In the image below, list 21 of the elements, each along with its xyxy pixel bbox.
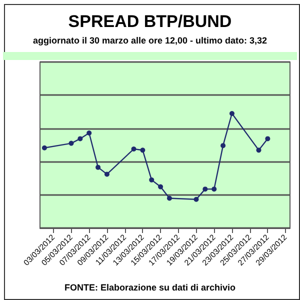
point [202,186,208,192]
point [229,111,234,116]
point [158,184,164,190]
point [96,164,101,170]
point [166,196,172,201]
point [104,172,110,177]
chart-title: SPREAD BTP/BUND [68,12,232,31]
chart-subtitle: aggiornato il 30 marzo alle ore 12,00 - ultimo dato: 3,32 [32,36,268,46]
point [140,148,146,153]
point [86,130,92,136]
point [265,136,270,142]
point [220,143,226,148]
point [78,136,83,142]
point [68,140,74,146]
point [131,146,136,152]
point [212,186,217,192]
point [149,177,154,182]
point [42,145,47,150]
source-note: FONTE: Elaborazione su dati di archivio [64,282,236,292]
point [194,196,199,202]
point [256,148,262,153]
